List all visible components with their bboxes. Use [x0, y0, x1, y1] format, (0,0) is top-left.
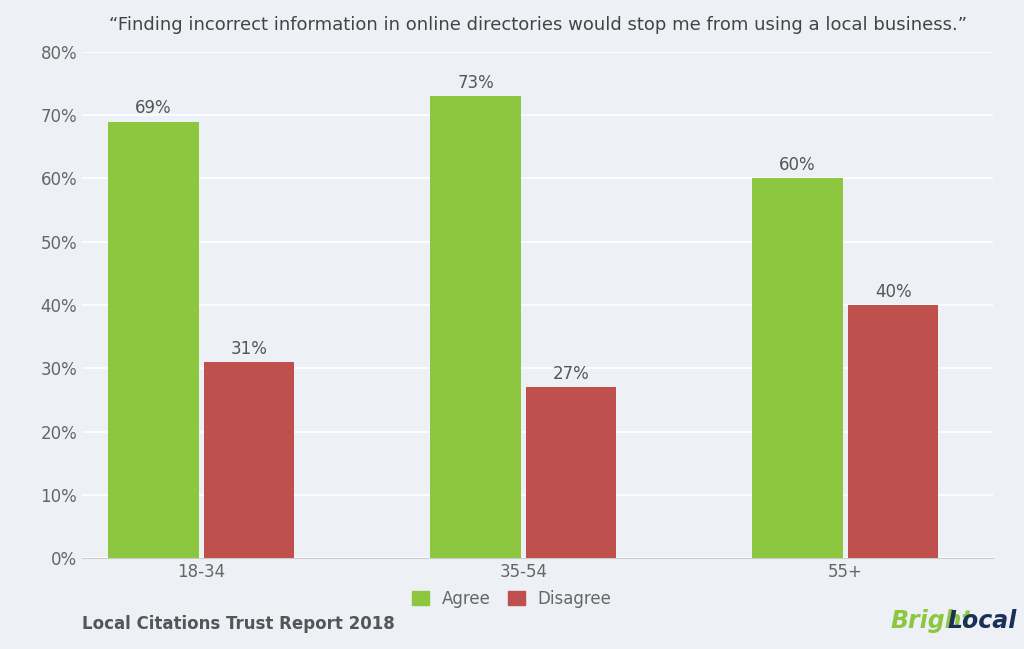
Bar — [109, 121, 199, 558]
Text: 40%: 40% — [874, 282, 911, 300]
Bar — [525, 387, 616, 558]
Text: Bright: Bright — [891, 609, 974, 633]
Bar — [848, 305, 938, 558]
Text: Local: Local — [947, 609, 1017, 633]
Bar — [430, 96, 521, 558]
Bar — [204, 362, 294, 558]
Title: “Finding incorrect information in online directories would stop me from using a : “Finding incorrect information in online… — [109, 16, 967, 34]
Legend: Agree, Disagree: Agree, Disagree — [406, 583, 618, 615]
Text: 31%: 31% — [230, 339, 267, 358]
Text: Local Citations Trust Report 2018: Local Citations Trust Report 2018 — [82, 615, 394, 633]
Text: 60%: 60% — [779, 156, 816, 174]
Text: 27%: 27% — [553, 365, 590, 383]
Text: 69%: 69% — [135, 99, 172, 117]
Bar — [753, 178, 843, 558]
Text: 73%: 73% — [457, 74, 494, 92]
